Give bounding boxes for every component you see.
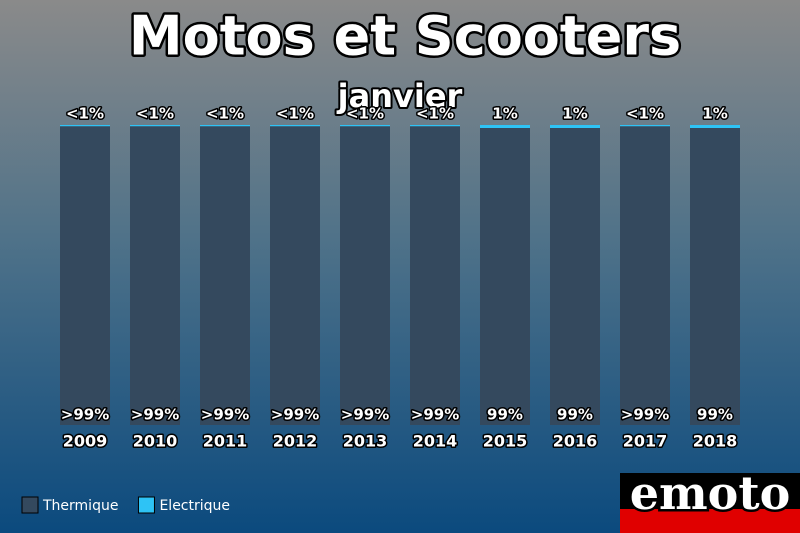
bar-segment (60, 125, 110, 127)
x-tick-label: 2010 (133, 432, 178, 451)
value-label: <1% (66, 105, 104, 123)
chart-subtitle: janvier (336, 77, 463, 115)
value-label: <1% (626, 105, 664, 123)
bar-segment (200, 126, 250, 425)
value-label: 99% (487, 406, 523, 424)
bar-segment (410, 126, 460, 425)
bar-segment (270, 126, 320, 425)
bar-segment (410, 125, 460, 127)
logo-band (620, 473, 800, 509)
bar-segment (130, 126, 180, 425)
value-label: <1% (276, 105, 314, 123)
value-label: 99% (697, 406, 733, 424)
value-label: 99% (557, 406, 593, 424)
legend-label: Electrique (159, 498, 230, 514)
x-tick-label: 2009 (63, 432, 108, 451)
x-tick-label: 2013 (343, 432, 388, 451)
value-label: 1% (702, 105, 727, 123)
x-tick-label: 2012 (273, 432, 318, 451)
legend-swatch (137, 496, 155, 514)
legend-label: Thermique (42, 498, 118, 514)
bar-segment (690, 125, 740, 128)
value-label: >99% (411, 406, 459, 424)
chart-title: Motos et Scooters (129, 5, 681, 68)
value-label: <1% (206, 105, 244, 123)
bar-segment (550, 125, 600, 128)
value-label: <1% (136, 105, 174, 123)
bar-segment (690, 128, 740, 425)
bar-segment (130, 125, 180, 127)
value-label: >99% (131, 406, 179, 424)
value-label: <1% (346, 105, 384, 123)
value-label: >99% (621, 406, 669, 424)
x-tick-label: 2018 (693, 432, 738, 451)
bar-segment (270, 125, 320, 127)
value-label: >99% (341, 406, 389, 424)
bar-segment (620, 126, 670, 425)
bar-segment (620, 125, 670, 127)
bar-segment (200, 125, 250, 127)
bar-segment (60, 126, 110, 425)
value-label: 1% (562, 105, 587, 123)
value-label: >99% (271, 406, 319, 424)
bar-segment (340, 125, 390, 127)
bar-segment (340, 126, 390, 425)
value-label: >99% (201, 406, 249, 424)
x-tick-label: 2016 (553, 432, 598, 451)
value-label: <1% (416, 105, 454, 123)
logo: emoto (630, 466, 791, 520)
bar-segment (480, 128, 530, 425)
x-tick-label: 2014 (413, 432, 458, 451)
x-tick-label: 2017 (623, 432, 668, 451)
x-tick-label: 2015 (483, 432, 528, 451)
x-tick-label: 2011 (203, 432, 248, 451)
value-label: >99% (61, 406, 109, 424)
legend-swatch (21, 496, 39, 514)
value-label: 1% (492, 105, 517, 123)
bar-segment (550, 128, 600, 425)
bar-segment (480, 125, 530, 128)
